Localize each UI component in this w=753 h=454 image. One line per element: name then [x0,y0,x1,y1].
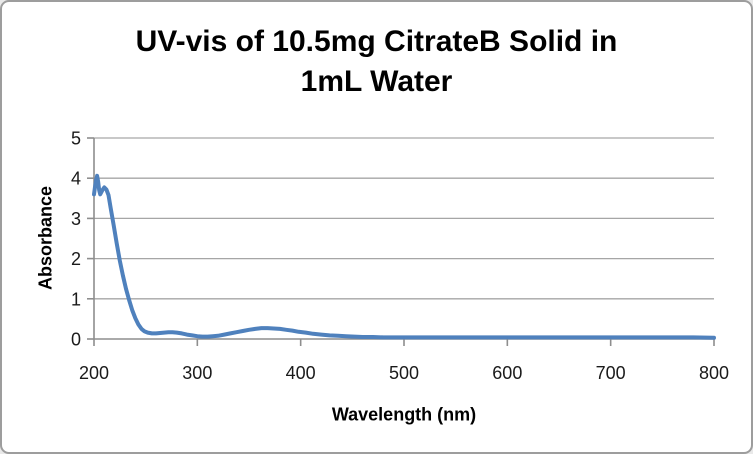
x-tick-label-700: 700 [596,363,626,383]
y-tick-label-3: 3 [71,209,81,229]
x-tick-label-400: 400 [286,363,316,383]
x-tick-label-300: 300 [182,363,212,383]
y-tick-label-4: 4 [71,169,81,189]
x-tick-label-800: 800 [699,363,729,383]
chart-title-line2: 1mL Water [300,65,453,98]
y-tick-label-5: 5 [71,129,81,149]
x-tick-label-200: 200 [79,363,109,383]
y-tick-label-0: 0 [71,330,81,350]
y-tick-label-2: 2 [71,249,81,269]
x-tick-label-500: 500 [389,363,419,383]
y-tick-label-1: 1 [71,289,81,309]
x-tick-label-600: 600 [492,363,522,383]
chart-title: UV-vis of 10.5mg CitrateB Solid in 1mL W… [2,22,751,102]
chart-title-line1: UV-vis of 10.5mg CitrateB Solid in [135,25,618,58]
x-axis-title: Wavelength (nm) [331,404,477,425]
series-line-absorbance [92,173,716,340]
